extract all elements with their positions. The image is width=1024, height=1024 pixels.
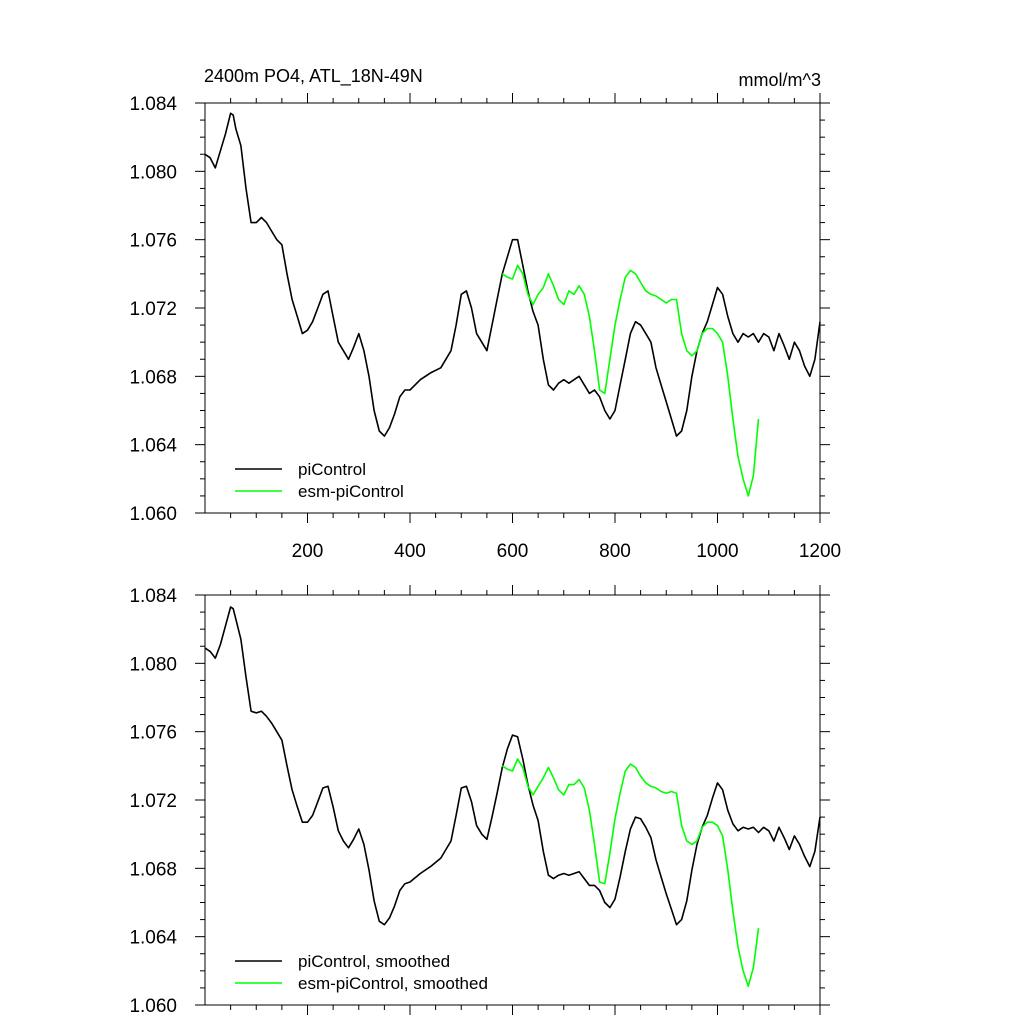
y-tick-label: 1.068 — [129, 367, 177, 388]
y-tick-label: 1.064 — [129, 928, 177, 949]
series-line-esm-picontrol-smoothed — [501, 758, 760, 988]
legend-label-picontrol-smoothed: piControl, smoothed — [298, 952, 450, 971]
y-tick-label: 1.080 — [129, 162, 177, 183]
y-tick-label: 1.060 — [129, 996, 177, 1017]
chart-title: 2400m PO4, ATL_18N-49N — [204, 66, 423, 87]
top-panel: 2400m PO4, ATL_18N-49N mmol/m^3 1.0601.0… — [129, 66, 841, 562]
legend: piControl, smoothed esm-piControl, smoot… — [235, 952, 488, 993]
series-group — [204, 606, 821, 988]
y-tick-label: 1.076 — [129, 231, 177, 252]
x-tick-label: 200 — [292, 541, 324, 562]
axis-ticks — [195, 93, 830, 523]
series-line-picontrol-smoothed — [204, 606, 821, 926]
y-tick-label: 1.068 — [129, 859, 177, 880]
units-label: mmol/m^3 — [739, 70, 821, 90]
y-tick-label: 1.076 — [129, 723, 177, 744]
y-tick-label: 1.072 — [129, 791, 177, 812]
plot-frame — [204, 594, 821, 1006]
x-tick-labels: 200 400 600 800 1000 1200 — [292, 541, 841, 562]
series-line-esm-picontrol — [501, 264, 760, 497]
legend: piControl esm-piControl — [235, 460, 404, 501]
plot-frame — [204, 102, 821, 514]
y-tick-label: 1.064 — [129, 436, 177, 457]
x-tick-label: 400 — [394, 541, 426, 562]
bottom-panel: 1.060 1.064 1.068 1.072 1.076 1.080 1.084 piCo… — [129, 585, 830, 1017]
legend-label-esm-picontrol: esm-piControl — [298, 482, 404, 501]
y-tick-label: 1.084 — [129, 586, 177, 607]
x-tick-label: 1000 — [696, 541, 738, 562]
legend-label-esm-picontrol-smoothed: esm-piControl, smoothed — [298, 974, 488, 993]
legend-label-picontrol: piControl — [298, 460, 366, 479]
series-line-picontrol — [204, 112, 821, 437]
y-tick-labels: 1.060 1.064 1.068 1.072 1.076 1.080 1.084 — [129, 586, 177, 1017]
y-tick-label: 1.080 — [129, 654, 177, 675]
series-group — [204, 112, 821, 497]
x-tick-label: 800 — [599, 541, 631, 562]
y-tick-label: 1.072 — [129, 299, 177, 320]
x-tick-label: 1200 — [799, 541, 841, 562]
x-tick-label: 600 — [497, 541, 529, 562]
y-tick-label: 1.060 — [129, 504, 177, 525]
y-tick-labels: 1.060 1.064 1.068 1.072 1.076 1.080 1.084 — [129, 94, 177, 525]
y-tick-label: 1.084 — [129, 94, 177, 115]
axis-ticks — [195, 585, 830, 1015]
